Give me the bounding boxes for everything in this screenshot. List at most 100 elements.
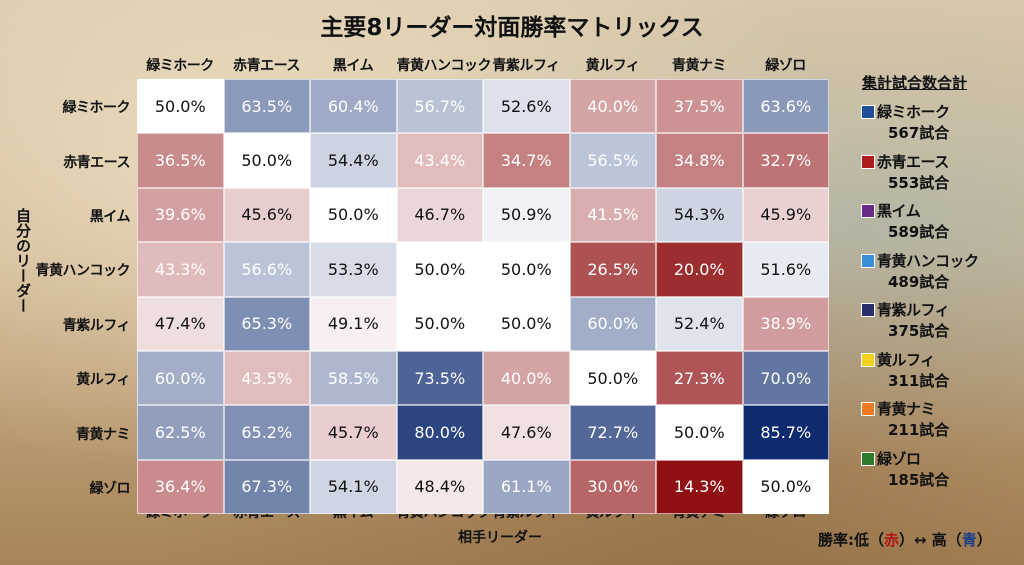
heatmap-cell: 47.4% [137, 296, 224, 351]
chart-title: 主要8リーダー対面勝率マトリックス [320, 15, 704, 41]
heatmap-cell: 20.0% [656, 242, 743, 297]
heatmap-cell: 56.5% [569, 133, 656, 188]
legend-item-count: 311試合 [888, 371, 950, 390]
heatmap-cell: 70.0% [742, 351, 829, 406]
legend-item-name: 緑ミホーク [877, 103, 950, 121]
legend-swatch [861, 402, 875, 416]
heatmap-cell: 60.0% [569, 296, 656, 351]
column-header-top: 青黄ハンコック [396, 58, 492, 74]
heatmap-cell: 56.6% [223, 242, 310, 297]
row-header: 青紫ルフィ [62, 317, 131, 334]
heatmap-cell: 62.5% [137, 405, 224, 460]
heatmap-cell: 47.6% [483, 405, 570, 460]
heatmap-cell: 41.5% [569, 187, 656, 243]
legend-item-name: 赤青エース [877, 152, 949, 171]
column-header-top: 赤青エース [233, 58, 300, 74]
heatmap-cell: 50.0% [223, 133, 310, 188]
legend-item-count: 553試合 [888, 173, 950, 192]
heatmap-cell: 73.5% [396, 351, 483, 406]
heatmap-cell: 43.4% [396, 133, 483, 188]
heatmap-cell: 14.3% [656, 459, 743, 515]
row-header: 緑ゾロ [89, 481, 131, 497]
heatmap-cell: 36.4% [137, 459, 224, 515]
heatmap-cell: 50.0% [483, 242, 570, 297]
heatmap-cell: 43.3% [137, 242, 224, 297]
legend-swatch [861, 451, 875, 466]
y-axis-label: 自分のリーダー [14, 208, 32, 313]
legend-item-count: 211試合 [888, 421, 950, 439]
heatmap-cell: 60.0% [137, 351, 224, 406]
heatmap-cell: 37.5% [656, 79, 743, 134]
heatmap-cell: 36.5% [137, 133, 224, 188]
heatmap-cell: 40.0% [569, 79, 656, 134]
legend-swatch [861, 352, 875, 367]
legend-item-count: 375試合 [888, 322, 950, 340]
column-header-top: 緑ゾロ [765, 58, 806, 74]
legend-swatch [861, 204, 875, 218]
heatmap-cell: 72.7% [569, 405, 656, 460]
heatmap-cell: 50.0% [656, 405, 743, 460]
heatmap-cell: 63.6% [742, 79, 829, 134]
heatmap-cell: 40.0% [483, 351, 570, 406]
heatmap-cell: 54.4% [310, 133, 397, 188]
heatmap-cell: 51.6% [742, 242, 829, 297]
legend-item-name: 緑ゾロ [877, 449, 921, 468]
legend-swatch [861, 253, 875, 268]
heatmap-cell: 65.3% [223, 296, 310, 351]
legend-item-count: 185試合 [888, 470, 950, 489]
heatmap-cell: 52.6% [483, 79, 570, 134]
heatmap-cell: 61.1% [483, 459, 570, 515]
column-header-top: 黒イム [332, 58, 374, 74]
heatmap-cell: 54.1% [310, 459, 397, 515]
heatmap-cell: 45.6% [223, 187, 310, 243]
heatmap-cell: 39.6% [137, 187, 224, 243]
heatmap-cell: 34.8% [656, 133, 743, 188]
heatmap-cell: 53.3% [310, 242, 397, 297]
column-header-top: 緑ミホーク [146, 58, 214, 74]
heatmap-cell: 63.5% [223, 79, 310, 134]
footer-low: 赤 [884, 531, 900, 549]
column-header-top: 青黄ナミ [672, 58, 727, 74]
legend-item-count: 567試合 [888, 124, 950, 142]
heatmap-cell: 45.9% [742, 187, 829, 243]
legend-item-name: 黄ルフィ [877, 350, 935, 369]
heatmap-cell: 48.4% [396, 459, 483, 515]
heatmap-cell: 46.7% [396, 187, 483, 243]
heatmap-cell: 50.0% [310, 187, 397, 243]
heatmap-cell: 45.7% [310, 405, 397, 460]
heatmap-cell: 50.0% [483, 296, 570, 351]
heatmap-cell: 54.3% [656, 187, 743, 243]
row-header: 黄ルフィ [76, 372, 130, 389]
heatmap-cell: 38.9% [742, 296, 829, 351]
heatmap-cell: 85.7% [742, 405, 829, 460]
heatmap-cell: 26.5% [569, 242, 656, 297]
x-axis-label: 相手リーダー [458, 530, 542, 546]
heatmap-cell: 27.3% [656, 351, 743, 406]
legend-swatch [861, 154, 875, 169]
heatmap-cell: 32.7% [742, 133, 829, 188]
legend-item-name: 青紫ルフィ [877, 301, 950, 319]
footer-prefix: 勝率:低（ [818, 531, 884, 549]
column-header-top: 青紫ルフィ [492, 58, 560, 74]
heatmap-cell: 50.0% [742, 459, 829, 515]
legend-item-name: 青黄ナミ [877, 400, 936, 418]
legend-item-name: 黒イム [877, 202, 921, 220]
legend-swatch [861, 105, 875, 119]
heatmap-cell: 50.9% [483, 187, 570, 243]
legend-item-name: 青黄ハンコック [877, 251, 979, 270]
heatmap-cell: 67.3% [223, 459, 310, 515]
legend-item-count: 489試合 [888, 272, 950, 291]
legend-item-count: 589試合 [888, 223, 950, 241]
row-header: 赤青エース [63, 154, 130, 171]
row-header: 青黄ナミ [76, 426, 131, 443]
heatmap-cell: 50.0% [396, 296, 483, 351]
legend-title: 集計試合数合計 [862, 74, 968, 92]
heatmap-cell: 65.2% [223, 405, 310, 460]
heatmap-cell: 43.5% [223, 351, 310, 406]
row-header: 青黄ハンコック [35, 263, 131, 280]
row-header: 緑ミホーク [62, 100, 131, 117]
footer-middle: ）↔ 高（ [899, 531, 962, 549]
heatmap-cell: 50.0% [569, 351, 656, 406]
heatmap-cell: 58.5% [310, 351, 397, 406]
color-scale-note: 勝率:低（赤）↔ 高（青） [818, 529, 992, 550]
